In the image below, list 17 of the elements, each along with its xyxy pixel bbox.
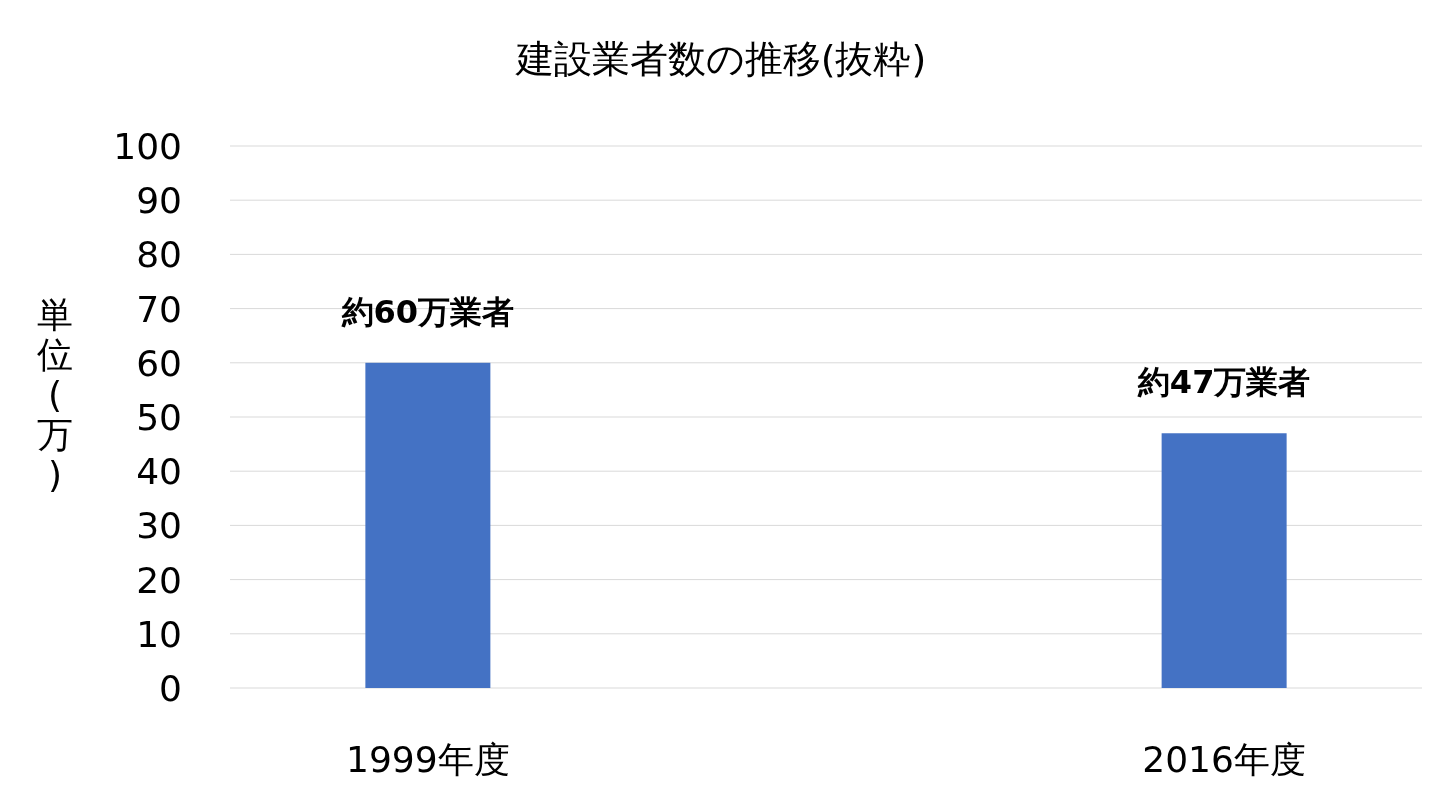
y-tick-label: 60 [136, 342, 182, 384]
y-axis-title: 単位(万) [37, 294, 73, 495]
x-tick-label: 1999年度 [346, 739, 510, 780]
y-tick-label: 40 [136, 451, 182, 493]
y-tick-label: 20 [136, 559, 182, 601]
y-tick-label: 80 [136, 234, 182, 276]
y-tick-label: 90 [136, 180, 182, 222]
data-label: 約60万業者 [340, 292, 515, 331]
y-tick-label: 100 [113, 126, 182, 167]
y-tick-label: 50 [136, 397, 182, 438]
y-tick-label: 70 [136, 288, 182, 330]
data-label: 約47万業者 [1136, 363, 1311, 402]
y-tick-label: 0 [159, 668, 182, 709]
y-tick-label: 10 [136, 613, 182, 655]
chart-title: 建設業者数の推移(抜粋) [514, 37, 927, 81]
x-tick-label: 2016年度 [1142, 739, 1306, 780]
y-tick-label: 30 [136, 505, 182, 547]
